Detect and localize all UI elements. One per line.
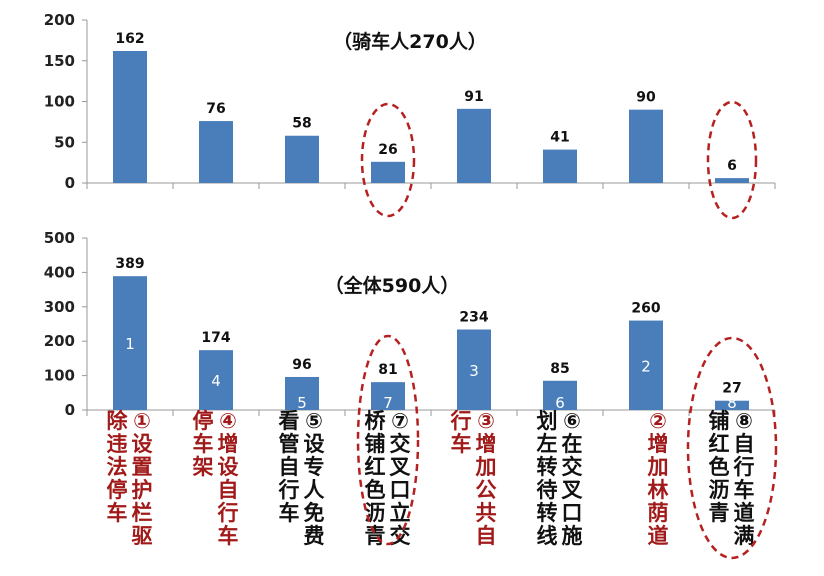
- y-tick-label: 100: [44, 93, 75, 111]
- bar-value-label: 174: [201, 330, 230, 346]
- bar: [113, 276, 147, 410]
- bar-rank-label: 2: [641, 357, 651, 375]
- y-tick-label: 200: [44, 11, 75, 29]
- category-label-first-column: ⑧ 自行车道满: [733, 409, 755, 548]
- bar-value-label: 27: [722, 381, 741, 397]
- category-label-first-column: ① 设置护栏驱: [132, 409, 153, 548]
- highlight-ellipse: [706, 100, 758, 220]
- bar: [629, 320, 663, 410]
- bar-rank-label: 4: [211, 372, 221, 390]
- bar: [543, 380, 577, 410]
- bar-value-label: 260: [631, 301, 660, 317]
- bar: [543, 149, 577, 183]
- category-label-second-column: 行车: [450, 409, 472, 456]
- bar-value-label: 96: [292, 357, 311, 373]
- bar-value-label: 76: [206, 101, 225, 117]
- bar: [199, 350, 233, 410]
- y-tick-label: 500: [44, 229, 75, 247]
- chart-all: （全体590人） 0 100 200 300 400 500 389 1 174 4 96 5 81 7 2…: [44, 229, 776, 419]
- bar-value-label: 389: [115, 256, 144, 272]
- bar-value-label: 58: [292, 116, 311, 132]
- bar: [285, 135, 319, 183]
- bar-value-label: 162: [115, 31, 144, 47]
- highlight-ellipse: [356, 334, 420, 546]
- highlight-ellipse: [686, 336, 778, 560]
- bar-value-label: 91: [464, 89, 483, 105]
- category-label-second-column: 铺红色沥青: [709, 409, 730, 525]
- bar: [199, 121, 233, 183]
- category-label-first-column: ⑤ 设专人免费: [304, 409, 325, 548]
- category-label-second-column: 停车架: [193, 409, 214, 479]
- y-tick-label: 0: [65, 174, 75, 192]
- category-label-second-column: 桥铺红色沥青: [365, 409, 387, 548]
- bar-rank-label: 1: [125, 335, 135, 353]
- y-tick-label: 50: [54, 133, 75, 151]
- bar: [457, 108, 491, 183]
- category-label-first-column: ② 增加林荫道: [647, 409, 669, 548]
- category-label-first-column: ③ 增加公共自: [475, 409, 497, 548]
- bar: [629, 109, 663, 183]
- bar-value-label: 234: [459, 310, 488, 326]
- bar: [715, 178, 749, 183]
- category-label-second-column: 除违法停车: [107, 409, 129, 525]
- bar-value-label: 41: [550, 130, 569, 146]
- bar-value-label: 85: [550, 361, 569, 377]
- chart-title-riders: （骑车人270人）: [333, 30, 487, 53]
- bar-rank-label: 8: [727, 394, 737, 412]
- bar: [113, 50, 147, 183]
- bar-rank-label: 3: [469, 362, 479, 380]
- bar-value-label: 6: [727, 158, 737, 174]
- bar: [457, 329, 491, 410]
- y-tick-label: 100: [44, 367, 75, 385]
- y-tick-label: 0: [65, 401, 75, 419]
- bar: [371, 382, 405, 410]
- y-tick-label: 150: [44, 52, 75, 70]
- highlight-ellipse: [360, 102, 416, 218]
- bar-rank-label: 6: [555, 394, 565, 412]
- bar-rank-label: 5: [297, 394, 307, 412]
- category-label-second-column: 划左转待转线: [537, 409, 558, 548]
- chart-title-all: （全体590人）: [325, 274, 460, 297]
- y-tick-label: 400: [44, 263, 75, 281]
- bar-rank-label: 7: [383, 394, 393, 412]
- bar: [285, 376, 319, 410]
- y-tick-label: 200: [44, 332, 75, 350]
- bar-value-label: 90: [636, 90, 656, 106]
- highlight-rings: [356, 100, 778, 560]
- category-label-first-column: ⑦ 交叉口立交: [389, 409, 412, 548]
- bar-value-label: 26: [378, 142, 397, 158]
- y-tick-label: 300: [44, 298, 75, 316]
- category-label-first-column: ④ 增设自行车: [217, 409, 239, 548]
- category-label-second-column: 看管自行车: [278, 409, 300, 525]
- bar: [715, 400, 749, 410]
- bar-value-label: 81: [378, 362, 397, 378]
- category-label-first-column: ⑥ 在交叉口施: [561, 409, 584, 548]
- bar: [371, 161, 405, 183]
- chart-riders: （骑车人270人） 0 50 100 150 200 162 76 58 26 91 41 90 6: [44, 11, 776, 192]
